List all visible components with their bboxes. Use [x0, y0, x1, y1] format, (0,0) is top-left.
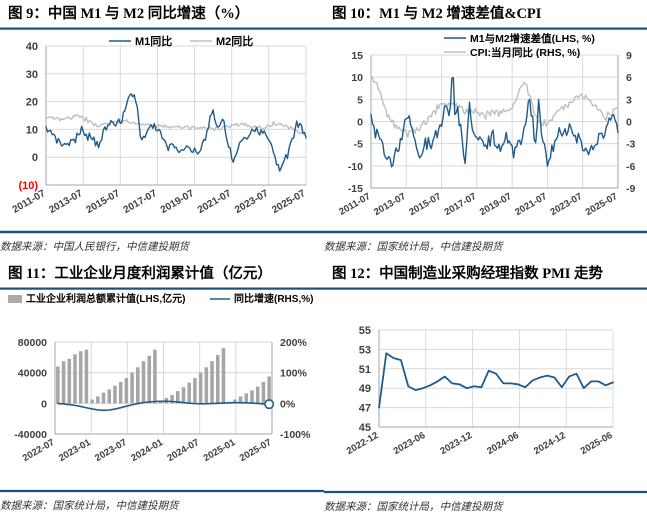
svg-text:-3: -3 [626, 139, 635, 151]
svg-text:图 10：M1 与 M2 增速差值&CPI: 图 10：M1 与 M2 增速差值&CPI [332, 4, 542, 22]
svg-text:47: 47 [359, 403, 371, 415]
svg-text:2011-07: 2011-07 [337, 191, 372, 218]
svg-text:数据来源：国家统计局，中信建投期货: 数据来源：国家统计局，中信建投期货 [324, 241, 504, 253]
svg-text:2024-06: 2024-06 [485, 430, 521, 457]
svg-text:M1与M2增速差值(LHS, %): M1与M2增速差值(LHS, %) [470, 32, 595, 45]
svg-text:2021-07: 2021-07 [196, 188, 234, 216]
svg-text:6: 6 [626, 72, 632, 84]
svg-text:0: 0 [41, 398, 47, 410]
svg-text:80000: 80000 [18, 337, 47, 349]
svg-text:200%: 200% [280, 337, 308, 349]
svg-text:-15: -15 [348, 183, 363, 195]
svg-text:-10: -10 [348, 161, 363, 173]
svg-text:2021-07: 2021-07 [513, 191, 549, 218]
svg-text:15: 15 [351, 50, 363, 62]
svg-text:图 9：中国 M1 与 M2 同比增速（%）: 图 9：中国 M1 与 M2 同比增速（%） [8, 4, 249, 22]
svg-text:40000: 40000 [18, 368, 47, 380]
svg-text:-9: -9 [626, 183, 635, 195]
svg-text:2023-01: 2023-01 [57, 437, 93, 464]
svg-text:-5: -5 [354, 139, 363, 151]
svg-text:2017-07: 2017-07 [122, 188, 160, 216]
svg-text:2023-12: 2023-12 [438, 430, 474, 457]
svg-text:2025-01: 2025-01 [202, 437, 238, 464]
svg-text:0%: 0% [280, 398, 296, 410]
svg-text:40: 40 [26, 41, 38, 53]
svg-text:-100%: -100% [280, 429, 311, 441]
svg-text:2023-07: 2023-07 [233, 188, 271, 216]
svg-text:3: 3 [626, 94, 632, 106]
svg-text:2017-07: 2017-07 [443, 191, 479, 218]
svg-text:2013-07: 2013-07 [372, 191, 408, 218]
svg-text:数据来源：国家统计局，中信建投期货: 数据来源：国家统计局，中信建投期货 [0, 500, 180, 512]
svg-text:2023-06: 2023-06 [392, 430, 428, 457]
svg-text:2015-07: 2015-07 [407, 191, 443, 218]
svg-text:53: 53 [359, 344, 371, 356]
svg-text:图 11：工业企业月度利润累计值（亿元）: 图 11：工业企业月度利润累计值（亿元） [8, 264, 272, 282]
svg-text:数据来源：中国人民银行，中信建投期货: 数据来源：中国人民银行，中信建投期货 [0, 241, 190, 253]
svg-text:51: 51 [359, 364, 371, 376]
svg-text:30: 30 [26, 69, 38, 81]
svg-text:9: 9 [626, 50, 632, 62]
svg-text:图 12：中国制造业采购经理指数 PMI 走势: 图 12：中国制造业采购经理指数 PMI 走势 [332, 264, 604, 282]
svg-text:-40000: -40000 [14, 429, 47, 441]
svg-text:2025-06: 2025-06 [579, 430, 615, 457]
svg-text:2025-07: 2025-07 [238, 437, 274, 464]
svg-text:同比增速(RHS,%): 同比增速(RHS,%) [234, 292, 313, 305]
svg-text:2022-07: 2022-07 [21, 437, 57, 464]
svg-text:20: 20 [26, 97, 38, 109]
svg-text:45: 45 [359, 422, 371, 434]
svg-text:2023-07: 2023-07 [549, 191, 585, 218]
svg-text:(10): (10) [18, 180, 38, 192]
svg-text:-6: -6 [626, 161, 635, 173]
svg-text:M2同比: M2同比 [216, 34, 253, 48]
svg-text:2024-07: 2024-07 [165, 437, 201, 464]
svg-text:CPI:当月同比 (RHS, %): CPI:当月同比 (RHS, %) [470, 46, 580, 59]
svg-text:49: 49 [359, 383, 371, 395]
svg-text:0: 0 [32, 152, 38, 164]
svg-text:2024-01: 2024-01 [129, 437, 165, 464]
svg-text:0: 0 [357, 117, 363, 129]
svg-text:工业企业利润总额累计值(LHS,亿元): 工业企业利润总额累计值(LHS,亿元) [26, 292, 185, 305]
svg-text:2019-07: 2019-07 [159, 188, 197, 216]
svg-text:2024-12: 2024-12 [532, 430, 568, 457]
svg-text:2025-07: 2025-07 [584, 191, 620, 218]
svg-text:10: 10 [351, 72, 363, 84]
svg-text:2019-07: 2019-07 [478, 191, 514, 218]
svg-text:10: 10 [26, 124, 38, 136]
svg-text:数据来源：国家统计局，中信建投期货: 数据来源：国家统计局，中信建投期货 [324, 501, 504, 513]
svg-text:2011-07: 2011-07 [11, 188, 48, 216]
svg-text:100%: 100% [280, 368, 308, 380]
svg-text:M1同比: M1同比 [135, 34, 172, 48]
svg-text:2023-07: 2023-07 [93, 437, 129, 464]
svg-text:55: 55 [359, 325, 371, 337]
svg-text:2013-07: 2013-07 [47, 188, 85, 216]
svg-text:2025-07: 2025-07 [270, 188, 308, 216]
svg-text:5: 5 [357, 94, 363, 106]
svg-text:2022-12: 2022-12 [345, 430, 381, 457]
svg-text:0: 0 [626, 117, 632, 129]
svg-text:2015-07: 2015-07 [85, 188, 123, 216]
